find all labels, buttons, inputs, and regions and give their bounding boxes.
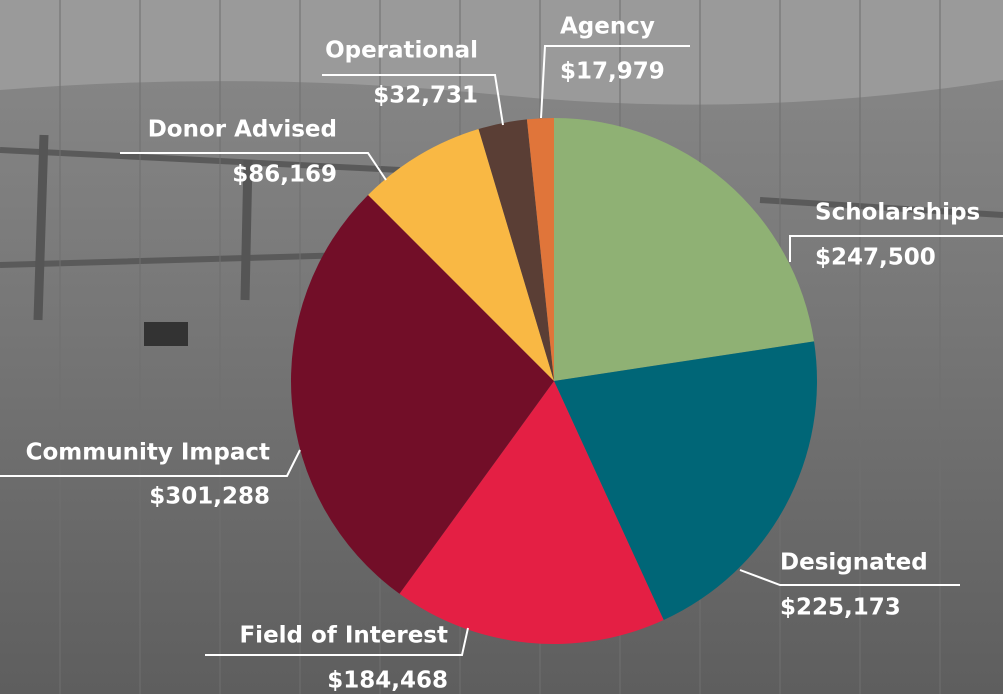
category-label: Donor Advised	[148, 117, 337, 143]
value-label: $225,173	[780, 595, 901, 621]
category-label: Operational	[325, 38, 478, 64]
category-label: Community Impact	[26, 440, 270, 466]
category-label: Field of Interest	[239, 623, 448, 649]
value-label: $17,979	[560, 59, 665, 85]
category-label: Scholarships	[815, 200, 980, 226]
value-label: $247,500	[815, 245, 936, 271]
category-label: Designated	[780, 550, 928, 576]
value-label: $32,731	[373, 83, 478, 109]
pie	[291, 118, 817, 644]
value-label: $86,169	[232, 162, 337, 188]
value-label: $184,468	[327, 668, 448, 694]
value-label: $301,288	[149, 484, 270, 510]
chart: Scholarships $247,500 Designated $225,173 Fi…	[0, 0, 1003, 694]
category-label: Agency	[560, 14, 655, 40]
